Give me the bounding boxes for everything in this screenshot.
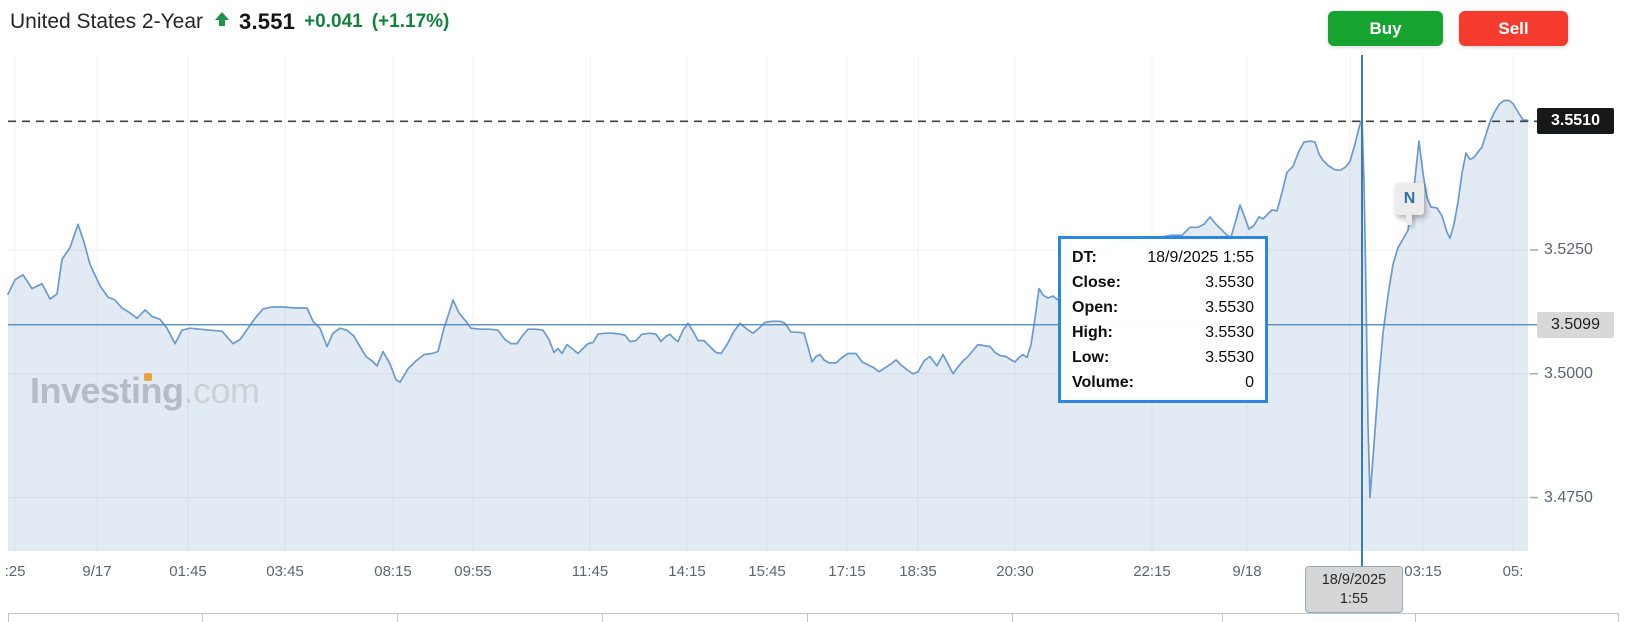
tooltip-row: DT: 18/9/2025 1:55 xyxy=(1072,245,1254,270)
x-axis-tick-label: 05: xyxy=(1502,563,1524,580)
price-change: +0.041 xyxy=(304,11,363,32)
ohlc-tooltip: DT: 18/9/2025 1:55 Close: 3.5530 Open: 3.5530… xyxy=(1058,236,1268,403)
x-axis-tick-label: 9/18 xyxy=(1232,563,1262,580)
panel-divider xyxy=(807,614,808,622)
tooltip-field-label: Low: xyxy=(1072,349,1110,366)
x-axis-tick-label: 15:45 xyxy=(748,563,786,580)
x-axis-tick-label: 17:15 xyxy=(828,563,866,580)
tooltip-field-value: 3.5530 xyxy=(1205,324,1254,341)
x-axis-tick-label: 9/17 xyxy=(82,563,112,580)
tooltip-row: Volume: 0 xyxy=(1072,370,1254,395)
price-change-percent: (+1.17%) xyxy=(371,11,450,32)
x-axis-tick-label: 18:35 xyxy=(899,563,937,580)
tooltip-field-value: 18/9/2025 1:55 xyxy=(1147,249,1254,266)
tooltip-field-label: Close: xyxy=(1072,274,1121,291)
x-axis-tick-label: 01:45 xyxy=(169,563,207,580)
tooltip-row: Close: 3.5530 xyxy=(1072,270,1254,295)
tooltip-field-value: 0 xyxy=(1245,374,1254,391)
x-axis-tick-label: 20:30 xyxy=(996,563,1034,580)
last-price: 3.551 xyxy=(239,9,296,34)
price-line xyxy=(7,99,1529,499)
lower-panel-edge xyxy=(8,613,1619,622)
previous-close-label-badge: 3.5099 xyxy=(1537,311,1614,338)
tooltip-field-value: 3.5530 xyxy=(1205,274,1254,291)
price-area-fill xyxy=(8,100,1528,551)
x-axis-tick-label: 09:55 xyxy=(454,563,492,580)
panel-divider xyxy=(602,614,603,622)
crosshair-time: 1:55 xyxy=(1339,590,1369,607)
news-marker-label: N xyxy=(1403,190,1416,207)
last-price-label-badge: 3.5510 xyxy=(1537,108,1614,135)
watermark-orange-dot-icon xyxy=(144,373,152,381)
x-axis-tick-label: 03:45 xyxy=(266,563,304,580)
panel-divider xyxy=(397,614,398,622)
news-marker-tail xyxy=(1406,213,1412,225)
tooltip-field-value: 3.5530 xyxy=(1205,349,1254,366)
x-axis-tick-label: 11:45 xyxy=(571,563,609,580)
news-marker[interactable]: N xyxy=(1395,183,1424,225)
panel-divider xyxy=(8,614,9,622)
page-title: United States 2-Year xyxy=(10,10,204,33)
x-axis-tick-label: 08:15 xyxy=(374,563,412,580)
tooltip-row: Open: 3.5530 xyxy=(1072,295,1254,320)
crosshair-date-badge: 18/9/2025 1:55 xyxy=(1305,566,1403,613)
panel-divider xyxy=(1415,614,1416,622)
buy-button[interactable]: Buy xyxy=(1328,11,1443,46)
tooltip-field-label: Open: xyxy=(1072,299,1119,316)
y-axis-tick-label: 3.5000 xyxy=(1544,364,1593,382)
panel-divider xyxy=(1222,614,1223,622)
y-axis-tick-label: 3.4750 xyxy=(1544,488,1593,506)
panel-divider xyxy=(1618,614,1619,622)
tooltip-field-value: 3.5530 xyxy=(1205,299,1254,316)
panel-divider xyxy=(1012,614,1013,622)
tooltip-field-label: DT: xyxy=(1072,249,1097,266)
panel-divider xyxy=(202,614,203,622)
tooltip-row: Low: 3.5530 xyxy=(1072,345,1254,370)
tooltip-field-label: Volume: xyxy=(1072,374,1134,391)
watermark-suffix: .com xyxy=(183,370,261,411)
y-axis-tick-label: 3.5250 xyxy=(1544,241,1593,259)
sell-button[interactable]: Sell xyxy=(1459,11,1568,46)
instrument-header: United States 2-Year 3.551 +0.041 (+1.17… xyxy=(10,9,449,35)
price-up-arrow-icon xyxy=(214,11,230,33)
tooltip-field-label: High: xyxy=(1072,324,1113,341)
crosshair-date: 18/9/2025 xyxy=(1321,571,1387,588)
tooltip-row: High: 3.5530 xyxy=(1072,320,1254,345)
header: United States 2-Year 3.551 +0.041 (+1.17… xyxy=(0,0,1627,55)
x-axis-tick-label: :25 xyxy=(4,563,26,580)
x-axis-tick-label: 14:15 xyxy=(668,563,706,580)
x-axis-tick-label: 22:15 xyxy=(1133,563,1171,580)
watermark-brand: Investing xyxy=(30,370,184,411)
investing-watermark: Investing.com xyxy=(30,370,260,412)
x-axis-tick-label: 03:15 xyxy=(1404,563,1442,580)
